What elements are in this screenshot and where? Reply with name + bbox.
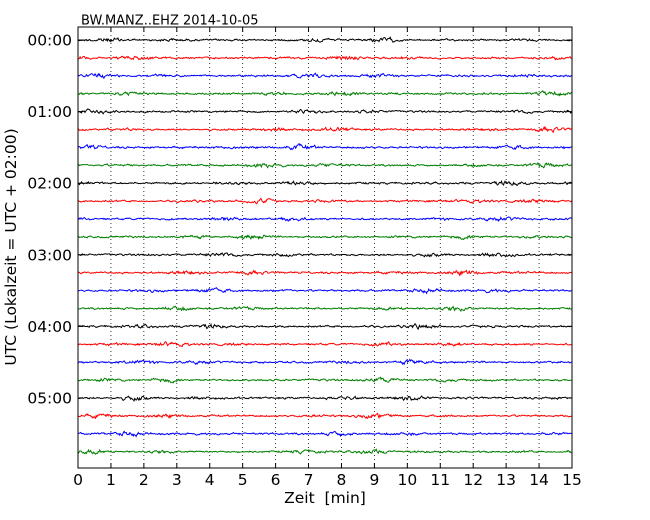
- trace-0: [77, 35, 572, 43]
- trace-9: [77, 197, 572, 205]
- trace-21: [77, 412, 572, 420]
- trace-18: [77, 358, 572, 366]
- x-tick-label-1: 1: [106, 471, 116, 489]
- trace-4: [77, 108, 572, 115]
- trace-13: [77, 269, 572, 277]
- trace-10: [77, 216, 572, 223]
- trace-3: [77, 90, 572, 97]
- trace-19: [77, 376, 572, 384]
- trace-16: [77, 323, 572, 330]
- x-axis: 0 1 2 3 4 5 6 7 8 9 10 11 12 13 14 15: [73, 27, 582, 489]
- x-tick-label-2: 2: [139, 471, 149, 489]
- x-tick-label-13: 13: [496, 471, 516, 489]
- x-tick-label-11: 11: [430, 471, 450, 489]
- trace-11: [77, 234, 572, 241]
- y-tick-label-3: 03:00: [27, 246, 72, 264]
- trace-5: [77, 125, 572, 134]
- trace-6: [77, 143, 572, 151]
- x-tick-label-8: 8: [337, 471, 347, 489]
- trace-22: [77, 430, 572, 438]
- y-tick-label-1: 01:00: [27, 103, 72, 121]
- x-tick-label-9: 9: [369, 471, 379, 489]
- trace-20: [77, 395, 572, 402]
- trace-15: [77, 305, 572, 313]
- chart-title: BW.MANZ..EHZ 2014-10-05: [81, 14, 259, 29]
- grid-lines: [110, 27, 540, 468]
- trace-12: [77, 252, 572, 258]
- trace-17: [77, 340, 572, 347]
- x-tick-label-5: 5: [238, 471, 248, 489]
- trace-8: [77, 179, 572, 187]
- x-tick-label-15: 15: [562, 471, 582, 489]
- x-tick-label-12: 12: [463, 471, 483, 489]
- y-tick-label-5: 05:00: [27, 390, 72, 408]
- traces: [77, 35, 572, 455]
- x-tick-label-10: 10: [397, 471, 417, 489]
- x-tick-label-3: 3: [172, 471, 182, 489]
- x-tick-label-7: 7: [304, 471, 314, 489]
- x-tick-label-0: 0: [73, 471, 83, 489]
- trace-23: [77, 448, 572, 455]
- trace-7: [77, 161, 572, 169]
- trace-2: [77, 72, 572, 80]
- y-tick-label-0: 00:00: [27, 32, 72, 50]
- y-tick-label-4: 04:00: [27, 318, 72, 336]
- trace-14: [77, 287, 572, 295]
- x-tick-label-4: 4: [205, 471, 215, 489]
- plot-frame: [77, 26, 573, 469]
- trace-1: [77, 55, 572, 61]
- x-axis-label: Zeit [min]: [284, 489, 366, 507]
- y-axis-label: UTC (Lokalzeit = UTC + 02:00): [2, 128, 20, 365]
- x-tick-label-14: 14: [529, 471, 549, 489]
- y-axis: 00:00 01:00 02:00 03:00 04:00 05:00: [27, 32, 572, 408]
- y-tick-label-2: 02:00: [27, 175, 72, 193]
- x-tick-label-6: 6: [271, 471, 281, 489]
